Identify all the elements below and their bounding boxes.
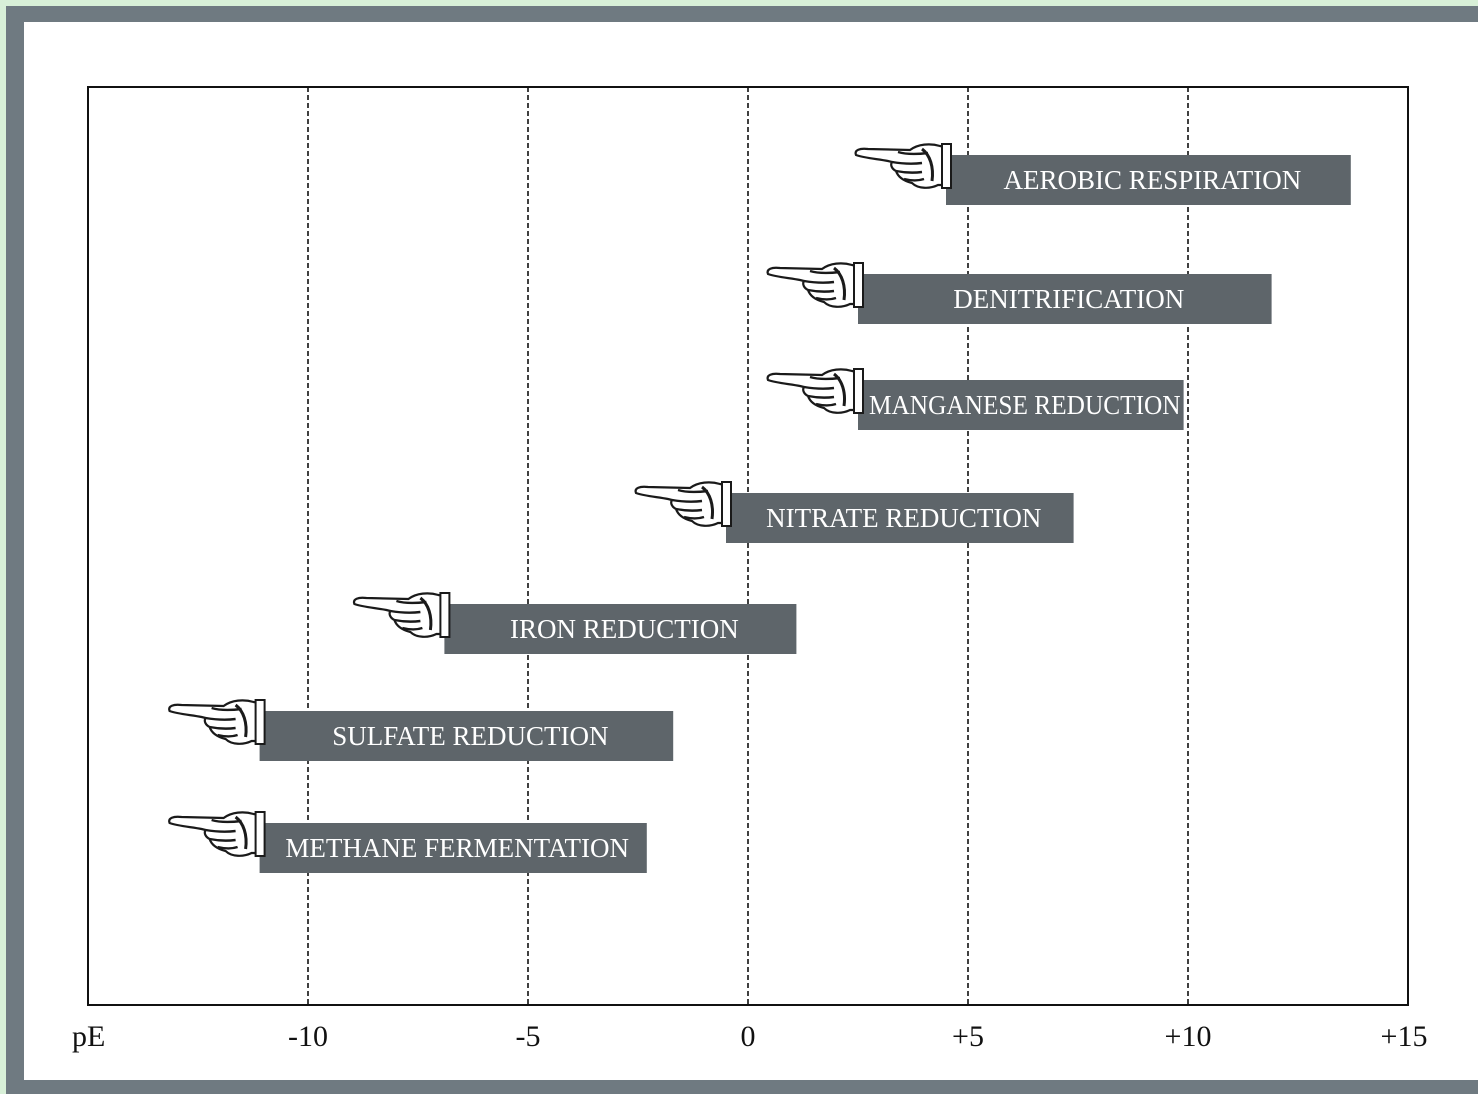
process-label: IRON REDUCTION: [510, 614, 739, 644]
plot-frame: [87, 86, 1409, 1006]
process-bar: [858, 380, 1184, 430]
process-bar: [444, 604, 797, 654]
pointing-hand-icon: [167, 810, 267, 858]
pointing-hand-icon: [634, 480, 733, 528]
x-tick-label: -5: [516, 1020, 541, 1053]
x-axis-ticks: -10 -5 0 +5 +10 +15: [288, 1020, 1427, 1053]
process-label: MANGANESE REDUCTION: [869, 390, 1181, 420]
x-tick-label: +5: [952, 1020, 984, 1053]
process-bar-group: SULFATE REDUCTION: [167, 698, 674, 761]
process-label: DENITRIFICATION: [953, 284, 1184, 314]
process-bar: [259, 711, 674, 761]
process-bar: [726, 493, 1074, 543]
x-tick-label: +15: [1381, 1020, 1428, 1053]
x-tick-label: 0: [741, 1020, 756, 1053]
x-axis-label: pE: [72, 1020, 105, 1053]
process-bar-group: MANGANESE REDUCTION: [766, 367, 1184, 430]
x-tick-label: +10: [1165, 1020, 1212, 1053]
pointing-hand-icon: [352, 591, 451, 639]
pointing-hand-icon: [854, 142, 953, 190]
process-label: AEROBIC RESPIRATION: [1004, 165, 1302, 195]
process-bar: [259, 823, 647, 873]
process-bar-group: AEROBIC RESPIRATION: [854, 142, 1351, 205]
process-bar-group: IRON REDUCTION: [352, 591, 797, 654]
x-tick-label: -10: [288, 1020, 328, 1053]
pointing-hand-icon: [766, 367, 865, 415]
process-bar-group: NITRATE REDUCTION: [634, 480, 1074, 543]
pointing-hand-icon: [766, 261, 865, 309]
process-bar: [946, 155, 1351, 205]
pointing-hand-icon: [167, 698, 267, 746]
process-bar-group: DENITRIFICATION: [766, 261, 1272, 324]
process-bars: AEROBIC RESPIRATION DENITRIFICATION MANGAN…: [167, 142, 1351, 873]
process-label: NITRATE REDUCTION: [766, 503, 1041, 533]
process-label: METHANE FERMENTATION: [285, 833, 629, 863]
process-label: SULFATE REDUCTION: [332, 721, 608, 751]
process-bar-group: METHANE FERMENTATION: [167, 810, 647, 873]
process-bar: [858, 274, 1272, 324]
